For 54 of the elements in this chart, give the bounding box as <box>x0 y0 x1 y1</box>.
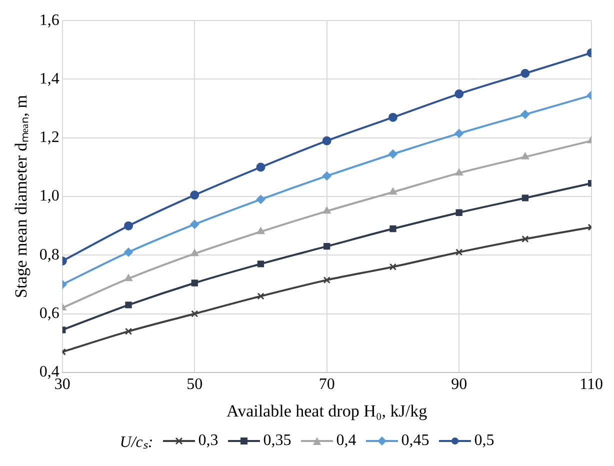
y-axis-title: Stage mean diameter dₘₑₐₙ, m <box>12 94 31 298</box>
point <box>324 243 330 250</box>
point <box>322 136 332 146</box>
point <box>454 128 464 138</box>
point <box>388 149 398 158</box>
legend-label: 0,35 <box>263 432 292 450</box>
point <box>124 328 132 335</box>
x-axis-title: Available heat drop H₀, kJ/kg <box>226 401 428 420</box>
point <box>191 280 198 286</box>
point <box>124 248 134 257</box>
point <box>124 274 132 282</box>
x-tick-label: 90 <box>451 376 468 394</box>
point <box>389 263 397 270</box>
point <box>257 260 264 268</box>
point <box>456 209 462 216</box>
point <box>454 89 464 98</box>
legend-label: 0,4 <box>336 432 356 450</box>
point <box>455 168 464 176</box>
x-tick-label: 30 <box>54 376 70 394</box>
point <box>388 112 398 122</box>
legend-title: U/cₛ: <box>120 433 154 452</box>
y-tick-label: 1,0 <box>39 188 60 205</box>
point <box>257 292 264 300</box>
legend-label: 0,45 <box>401 432 430 450</box>
point <box>388 188 397 195</box>
y-tick-label: 1,4 <box>39 70 60 88</box>
point <box>191 310 198 318</box>
point <box>520 110 530 119</box>
y-tick-label: 1,6 <box>39 12 60 29</box>
legend-label: 0,5 <box>474 432 494 450</box>
y-tick-label: 1,2 <box>39 129 60 146</box>
point <box>520 68 530 78</box>
point <box>190 249 199 256</box>
x-tick-label: 50 <box>186 376 203 394</box>
point <box>455 248 463 256</box>
point <box>322 206 331 214</box>
point <box>322 171 332 180</box>
point <box>256 162 266 172</box>
point <box>522 194 529 202</box>
point <box>190 190 200 200</box>
point <box>521 152 530 160</box>
y-tick-label: 0,8 <box>39 246 60 264</box>
point <box>323 276 330 284</box>
point <box>125 302 132 308</box>
point <box>256 227 265 234</box>
x-tick-label: 70 <box>318 376 335 394</box>
point <box>522 235 529 243</box>
point <box>390 225 396 232</box>
x-tick-label: 110 <box>580 376 603 394</box>
point <box>124 221 134 230</box>
point <box>190 220 200 229</box>
point <box>256 194 266 204</box>
legend-label: 0,3 <box>198 432 218 450</box>
y-tick-label: 0,6 <box>39 304 60 322</box>
